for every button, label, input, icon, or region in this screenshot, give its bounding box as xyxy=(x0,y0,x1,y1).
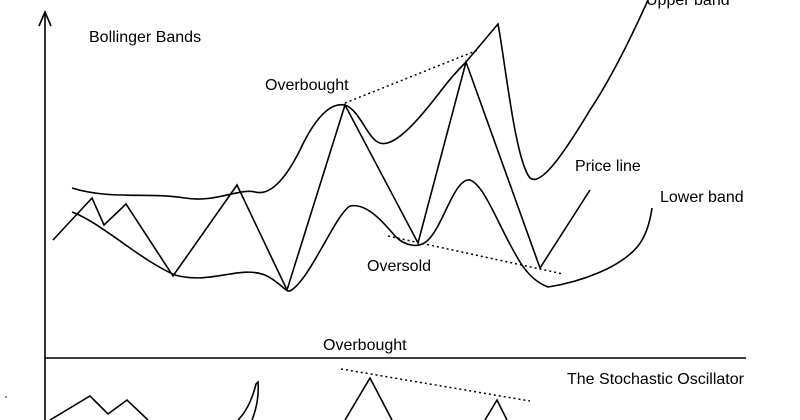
stray-dot xyxy=(5,396,7,398)
overbought-label-bottom: Overbought xyxy=(323,337,407,354)
price-line-label: Price line xyxy=(575,158,641,175)
stochastic-line-left xyxy=(49,394,149,420)
overbought-label-top: Overbought xyxy=(265,77,349,94)
title-label: Bollinger Bands xyxy=(89,29,202,46)
stochastic-curve-mid xyxy=(237,380,259,420)
overbought-trendline xyxy=(344,49,479,104)
y-axis-arrow xyxy=(38,9,52,27)
stochastic-peak-2 xyxy=(484,398,508,420)
stochastic-oscillator-label: The Stochastic Oscillator xyxy=(567,371,744,388)
lower-band-curve xyxy=(71,179,653,292)
oscillator-trendline xyxy=(340,368,531,402)
price-line xyxy=(52,59,591,293)
stochastic-peak-1 xyxy=(344,376,393,420)
upper-band-label: Upper band xyxy=(646,0,730,9)
upper-band-curve xyxy=(71,0,649,200)
lower-band-label: Lower band xyxy=(660,189,744,206)
oversold-label: Oversold xyxy=(367,258,432,275)
